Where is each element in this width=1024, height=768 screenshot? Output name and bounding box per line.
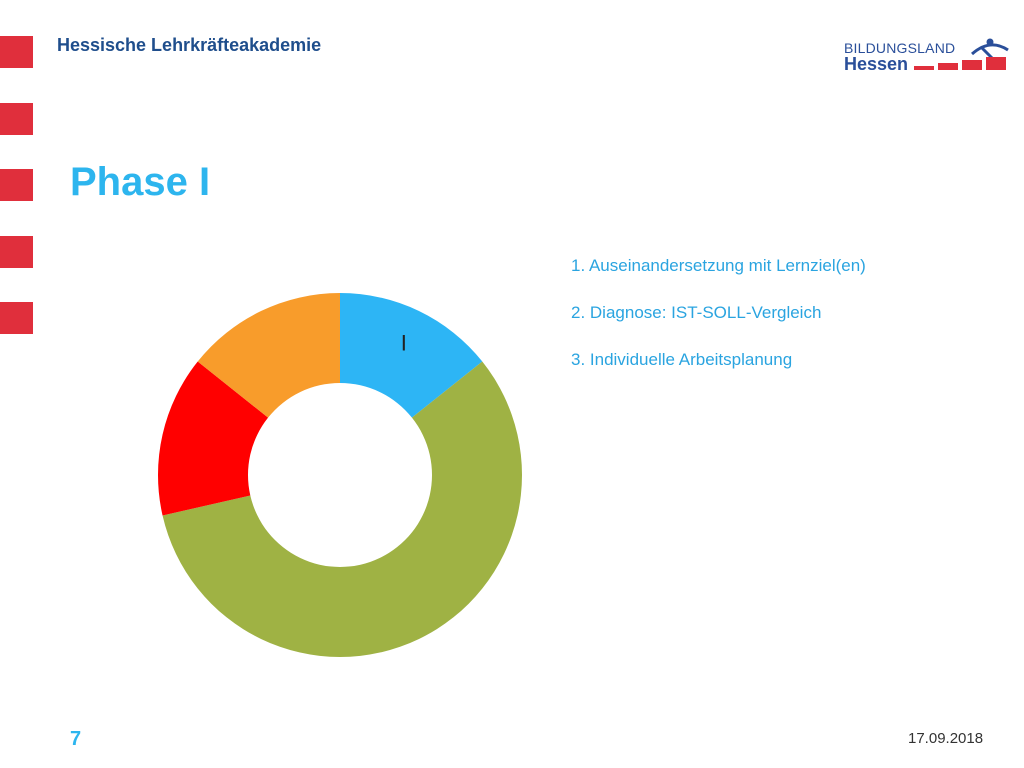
list-item: 2. Diagnose: IST-SOLL-Vergleich <box>571 303 822 322</box>
logo-line2: Hessen <box>844 54 909 74</box>
side-bar-decoration <box>0 169 33 201</box>
side-bar-decoration <box>0 302 33 334</box>
header-title: Hessische Lehrkräfteakademie <box>57 35 322 55</box>
logo-line1: BILDUNGSLAND <box>844 40 956 56</box>
slide-title: Phase I <box>70 160 211 204</box>
phase-steps-list: 1. Auseinandersetzung mit Lernziel(en) 2… <box>571 255 866 396</box>
donut-slice-0 <box>340 293 483 418</box>
donut-slice-2 <box>158 361 269 516</box>
side-bar-decoration <box>0 103 33 135</box>
side-bar-decoration <box>0 36 33 68</box>
donut-chart: I <box>158 293 523 657</box>
list-item: 3. Individuelle Arbeitsplanung <box>571 350 793 369</box>
donut-slice-3 <box>197 293 340 418</box>
donut-slice-label: I <box>401 331 407 356</box>
bildungsland-hessen-logo: BILDUNGSLAND Hessen <box>840 34 1010 74</box>
list-item: 1. Auseinandersetzung mit Lernziel(en) <box>571 256 866 275</box>
logo-figure-icon <box>914 38 1009 70</box>
footer-date: 17.09.2018 <box>908 730 984 747</box>
side-bar-decoration <box>0 236 33 268</box>
donut-slice-1 <box>162 361 523 657</box>
page-number: 7 <box>70 728 82 750</box>
